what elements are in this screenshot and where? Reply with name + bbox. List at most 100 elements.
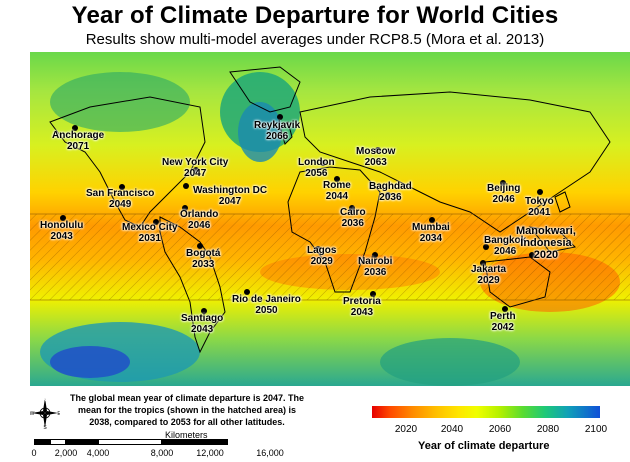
city-name: Beijing (487, 183, 521, 194)
city-label-mumbai: Mumbai 2034 (412, 222, 450, 244)
map-title: Year of Climate Departure for World Citi… (71, 2, 559, 29)
city-name: Honolulu (40, 220, 84, 231)
city-label-baghdad: Baghdad 2036 (369, 181, 412, 203)
city-departure-year: 2071 (66, 141, 90, 152)
city-departure-year: 2020 (533, 249, 559, 261)
city-label-nairobi: Nairobi 2036 (358, 256, 392, 278)
scale-tick: 0 (31, 448, 37, 458)
city-name: Orlando (180, 209, 219, 220)
city-departure-year: 2047 (184, 168, 207, 179)
city-marker-tokyo (537, 189, 543, 195)
city-departure-year: 2044 (325, 191, 349, 202)
city-name: Anchorage (52, 130, 105, 141)
city-departure-year: 2046 (493, 246, 517, 257)
city-marker-new-york-city (193, 167, 199, 173)
city-label-san-francisco: San Francisco 2049 (86, 188, 154, 210)
city-marker-bogot (197, 243, 203, 249)
city-marker-orlando (182, 205, 188, 211)
city-label-anchorage: Anchorage 2071 (52, 130, 104, 152)
city-marker-mexico-city (153, 219, 159, 225)
compass-letter-e: E (57, 411, 60, 417)
city-label-manokwari: Manokwari, Indonesia 2020 (516, 225, 576, 261)
city-departure-year: 2036 (341, 218, 364, 229)
city-label-orlando: Orlando 2046 (180, 209, 218, 231)
scale-unit: Kilometers (165, 430, 208, 440)
city-label-rome: Rome 2044 (323, 180, 351, 202)
city-departure-year: 2063 (364, 157, 387, 168)
city-departure-year: 2043 (50, 231, 73, 242)
city-marker-mumbai (429, 217, 435, 223)
city-departure-year: 2036 (364, 267, 387, 278)
city-name: London (298, 157, 335, 168)
city-marker-manokwari (529, 252, 535, 258)
city-label-rio-de-janeiro: Rio de Janeiro 2050 (232, 294, 301, 316)
city-marker-beijing (500, 180, 506, 186)
legend-tick: 2040 (440, 424, 464, 435)
city-departure-year: 2046 (188, 220, 211, 231)
legend-colorbar (372, 406, 600, 418)
city-name: Jakarta (471, 264, 507, 275)
city-label-washington-dc: Washington DC 2047 (193, 185, 267, 207)
city-name: Reykjavik (254, 120, 301, 131)
city-marker-lagos (315, 246, 321, 252)
city-label-reykjavik: Reykjavik 2066 (254, 120, 300, 142)
city-name: Pretoria (343, 296, 381, 307)
city-departure-year: 2029 (477, 275, 500, 286)
city-label-cairo: Cairo 2036 (340, 207, 366, 229)
city-name: Baghdad (369, 181, 412, 192)
city-departure-year: 2031 (138, 233, 161, 244)
city-label-bogot: Bogotá 2033 (186, 248, 220, 270)
city-departure-year: 2043 (350, 307, 374, 318)
city-name: Bangkok (484, 235, 527, 246)
city-label-honolulu: Honolulu 2043 (40, 220, 83, 242)
city-marker-bangkok (483, 244, 489, 250)
city-departure-year: 2033 (192, 259, 215, 270)
city-marker-baghdad (385, 192, 391, 198)
city-label-london: London 2056 (298, 157, 335, 179)
city-marker-honolulu (60, 215, 66, 221)
city-departure-year: 2036 (379, 192, 402, 203)
city-name: Mumbai (412, 222, 450, 233)
city-country: Indonesia (520, 237, 572, 249)
city-departure-year: 2066 (265, 131, 289, 142)
scale-tick: 8,000 (150, 448, 174, 458)
city-marker-santiago (201, 308, 207, 314)
city-name: Bogotá (186, 248, 221, 259)
city-label-mexico-city: Mexico City 2031 (122, 222, 178, 244)
compass-letter-n: N (43, 398, 47, 404)
scale-bar: 0 2,000 4,000 8,000 12,000 16,000 (31, 430, 284, 460)
compass-rose-icon: N S E W (30, 398, 60, 430)
city-name: New York City (162, 157, 229, 168)
city-name: Perth (490, 311, 516, 322)
city-label-lagos: Lagos 2029 (307, 245, 336, 267)
city-name: Mexico City (122, 222, 178, 233)
city-name: Rome (323, 180, 351, 191)
city-marker-reykjavik (277, 114, 283, 120)
legend-tick: 2080 (536, 424, 560, 435)
scale-tick: 4,000 (86, 448, 110, 458)
city-name: Washington DC (193, 185, 268, 196)
city-departure-year: 2050 (255, 305, 278, 316)
city-departure-year: 2034 (419, 233, 443, 244)
map-subtitle: Results show multi-model averages under … (85, 31, 545, 48)
city-marker-moscow (375, 147, 381, 153)
city-marker-jakarta (480, 260, 486, 266)
city-marker-london (320, 160, 326, 166)
city-label-bangkok: Bangkok 2046 (484, 235, 526, 257)
city-name: Tokyo (525, 196, 554, 207)
city-name: Cairo (340, 207, 366, 218)
summary-note: The global mean year of climate departur… (69, 393, 305, 427)
city-departure-year: 2056 (305, 168, 328, 179)
legend-tick: 2020 (394, 424, 418, 435)
city-label-beijing: Beijing 2046 (487, 183, 520, 205)
city-label-perth: Perth 2042 (490, 311, 516, 333)
city-name: Santiago (181, 313, 224, 324)
city-label-santiago: Santiago 2043 (181, 313, 223, 335)
city-marker-perth (502, 306, 508, 312)
compass-letter-s: S (43, 425, 47, 430)
city-departure-year: 2041 (528, 207, 551, 218)
city-marker-san-francisco (119, 184, 125, 190)
legend-tick: 2060 (488, 424, 512, 435)
city-name: Moscow (356, 146, 396, 157)
city-label-jakarta: Jakarta 2029 (471, 264, 506, 286)
